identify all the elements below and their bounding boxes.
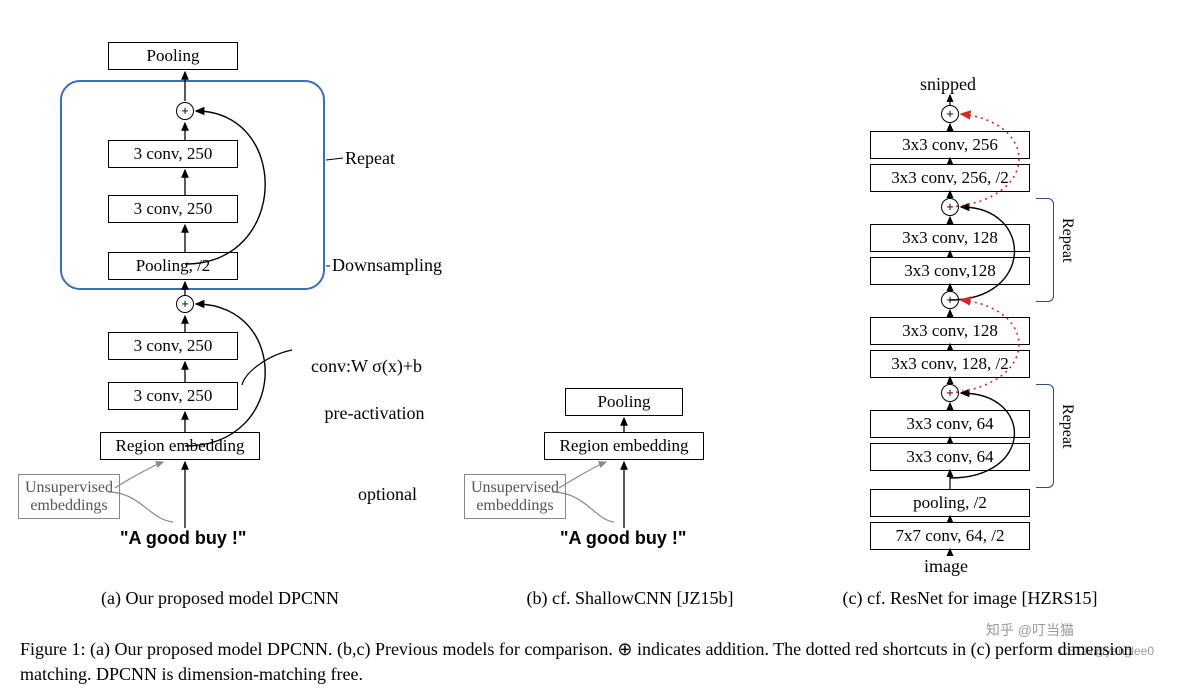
conv-line1: conv:W σ(x)+b xyxy=(311,356,422,376)
panel-c-l2: pooling, /2 xyxy=(870,489,1030,517)
panel-a-unsup-box: Unsupervised embeddings xyxy=(18,474,120,519)
panel-c-bracket1 xyxy=(1036,384,1054,488)
panel-b-unsup-box: Unsupervised embeddings xyxy=(464,474,566,519)
panel-c-plus2: + xyxy=(941,291,959,309)
panel-c-title: (c) cf. ResNet for image [HZRS15] xyxy=(810,588,1130,609)
panel-c-input: image xyxy=(924,556,968,577)
panel-c-l4: 3x3 conv, 64 xyxy=(870,410,1030,438)
unsup-text-b: Unsupervised embeddings xyxy=(471,479,559,514)
panel-b-region-embedding: Region embedding xyxy=(544,432,704,460)
panel-c-plus1: + xyxy=(941,384,959,402)
panel-a-optional-label: optional xyxy=(358,484,417,505)
panel-c-plus3: + xyxy=(941,198,959,216)
figure-diagram: "A good buy !" Unsupervised embeddings R… xyxy=(0,0,1184,620)
panel-c-top: snipped xyxy=(920,74,976,95)
panel-a-conv-annot: conv:W σ(x)+b pre-activation xyxy=(293,332,424,449)
panel-c-l5: 3x3 conv, 128, /2 xyxy=(870,350,1030,378)
panel-c-bracket2 xyxy=(1036,198,1054,302)
panel-c-l3: 3x3 conv, 64 xyxy=(870,443,1030,471)
panel-a-plus2: + xyxy=(176,102,194,120)
panel-c-repeat1: Repeat xyxy=(1058,404,1076,448)
panel-a-plus1: + xyxy=(176,295,194,313)
panel-a-conv1: 3 conv, 250 xyxy=(108,382,238,410)
panel-a-pool-half: Pooling, /2 xyxy=(108,252,238,280)
panel-a-conv3: 3 conv, 250 xyxy=(108,195,238,223)
unsup-text: Unsupervised embeddings xyxy=(25,479,113,514)
panel-a-repeat-label: Repeat xyxy=(345,148,395,169)
panel-c-l9: 3x3 conv, 256, /2 xyxy=(870,164,1030,192)
panel-a-title: (a) Our proposed model DPCNN xyxy=(70,588,370,609)
panel-a-downsample-label: Downsampling xyxy=(332,255,442,276)
panel-c-l8: 3x3 conv, 128 xyxy=(870,224,1030,252)
panel-b-title: (b) cf. ShallowCNN [JZ15b] xyxy=(480,588,780,609)
panel-b-pool: Pooling xyxy=(565,388,683,416)
panel-c-l1: 7x7 conv, 64, /2 xyxy=(870,522,1030,550)
panel-c-l10: 3x3 conv, 256 xyxy=(870,131,1030,159)
panel-c-l6: 3x3 conv, 128 xyxy=(870,317,1030,345)
conv-line2: pre-activation xyxy=(311,403,424,423)
panel-a-conv2: 3 conv, 250 xyxy=(108,332,238,360)
panel-a-region-embedding: Region embedding xyxy=(100,432,260,460)
panel-a-pool-top: Pooling xyxy=(108,42,238,70)
figure-caption: Figure 1: (a) Our proposed model DPCNN. … xyxy=(20,637,1164,686)
panel-c-plus4: + xyxy=(941,105,959,123)
panel-b-input: "A good buy !" xyxy=(560,528,686,549)
panel-a-conv4: 3 conv, 250 xyxy=(108,140,238,168)
panel-c-l7: 3x3 conv,128 xyxy=(870,257,1030,285)
panel-c-repeat2: Repeat xyxy=(1058,218,1076,262)
panel-a-input: "A good buy !" xyxy=(120,528,246,549)
